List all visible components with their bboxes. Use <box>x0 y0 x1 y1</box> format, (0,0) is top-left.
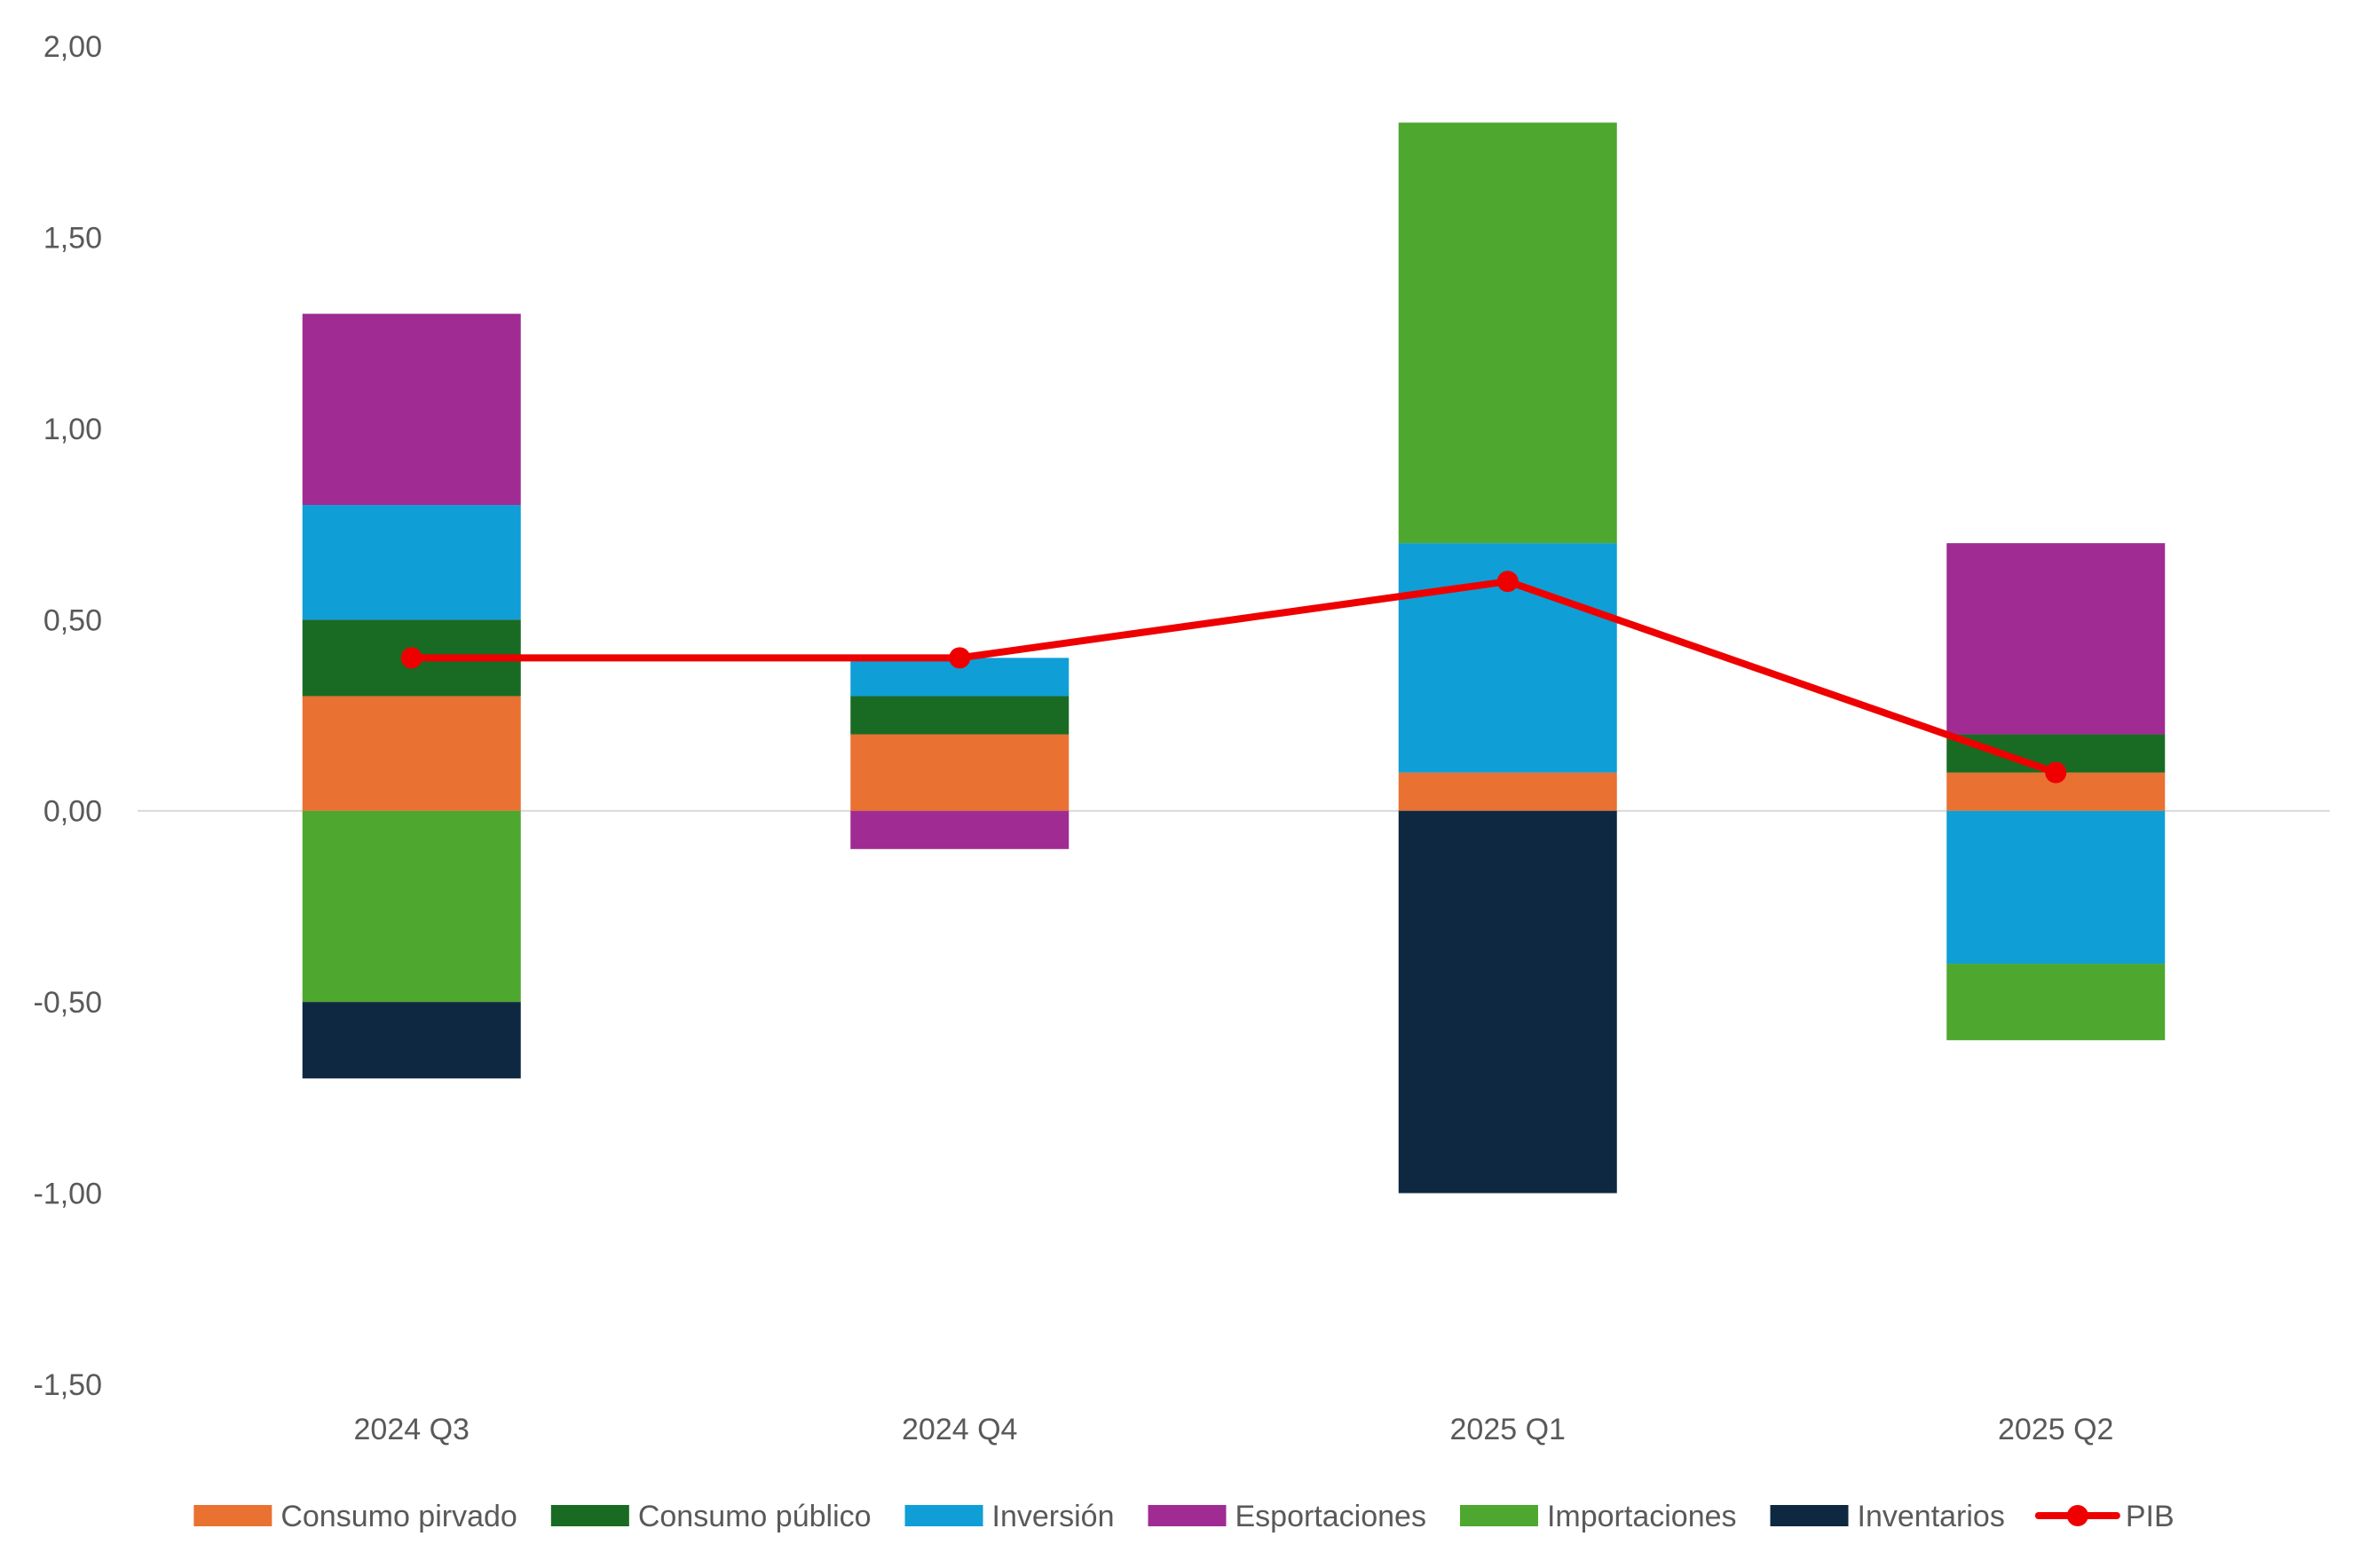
legend-item-pib: PIB <box>2034 1500 2175 1533</box>
legend: Consumo pirvado Consumo público Inversión E… <box>193 1500 2175 1533</box>
y-tick-label: 0,00 <box>43 795 102 829</box>
x-tick-label: 2025 Q1 <box>1450 1413 1566 1446</box>
legend-swatch <box>1148 1505 1227 1526</box>
legend-label: Esportaciones <box>1235 1500 1426 1533</box>
bar-segment-inversi-n <box>302 505 521 620</box>
legend-swatch <box>1459 1505 1538 1526</box>
bars-layer <box>302 122 2166 1194</box>
bar-segment-esportaciones <box>850 810 1070 849</box>
pib-point <box>949 647 971 669</box>
y-tick-label: -0,50 <box>34 986 103 1020</box>
bar-segment-importaciones <box>1398 122 1617 544</box>
x-tick-label: 2024 Q3 <box>354 1413 470 1446</box>
bar-segment-importaciones <box>302 810 521 1003</box>
pib-line <box>407 578 2060 776</box>
legend-swatch <box>193 1505 272 1526</box>
y-tick-label: -1,00 <box>34 1178 103 1211</box>
bar-segment-esportaciones <box>302 313 521 506</box>
y-tick-label: 0,50 <box>43 603 102 637</box>
legend-item-consumo-p-blico: Consumo público <box>550 1500 872 1533</box>
bar-segment-importaciones <box>1946 964 2166 1041</box>
legend-label: Consumo público <box>638 1500 872 1533</box>
bar-segment-consumo-pirvado <box>1398 772 1617 811</box>
x-axis: 2024 Q3 2024 Q4 2025 Q1 2025 Q2 <box>354 1413 2114 1446</box>
x-tick-label: 2024 Q4 <box>902 1413 1017 1446</box>
legend-item-importaciones: Importaciones <box>1459 1500 1737 1533</box>
bar-segment-esportaciones <box>1946 543 2166 735</box>
legend-item-inventarios: Inventarios <box>1770 1500 2005 1533</box>
legend-label: Inventarios <box>1858 1500 2005 1533</box>
legend-label: PIB <box>2126 1500 2175 1533</box>
legend-item-inversi-n: Inversión <box>904 1500 1115 1533</box>
bar-segment-inversi-n <box>1946 810 2166 965</box>
pib-line-layer <box>400 571 2067 784</box>
y-tick-label: 1,50 <box>43 221 102 255</box>
legend-swatch <box>904 1505 983 1526</box>
legend-swatch <box>550 1505 629 1526</box>
bar-segment-consumo-pirvado <box>302 696 521 811</box>
y-tick-label: 1,00 <box>43 413 102 446</box>
legend-item-esportaciones: Esportaciones <box>1148 1500 1426 1533</box>
y-tick-label: -1,50 <box>34 1368 103 1402</box>
legend-marker <box>2066 1505 2088 1526</box>
pib-point <box>1496 571 1519 593</box>
legend-label: Inversión <box>992 1500 1115 1533</box>
legend-label: Consumo pirvado <box>280 1500 517 1533</box>
legend-swatch <box>1770 1505 1849 1526</box>
x-tick-label: 2025 Q2 <box>1998 1413 2113 1446</box>
pib-point <box>2045 761 2067 784</box>
y-tick-label: 2,00 <box>43 30 102 64</box>
pib-point <box>400 647 422 669</box>
bar-segment-inventarios <box>1398 810 1617 1194</box>
y-axis: 2,00 1,50 1,00 0,50 0,00 -0,50 -1,00 -1,50 <box>34 30 103 1402</box>
legend-item-consumo-pirvado: Consumo pirvado <box>193 1500 517 1533</box>
legend-label: Importaciones <box>1547 1500 1737 1533</box>
bar-segment-inventarios <box>302 1002 521 1079</box>
bar-segment-consumo-pirvado <box>850 734 1070 811</box>
bar-segment-consumo-p-blico <box>850 696 1070 735</box>
